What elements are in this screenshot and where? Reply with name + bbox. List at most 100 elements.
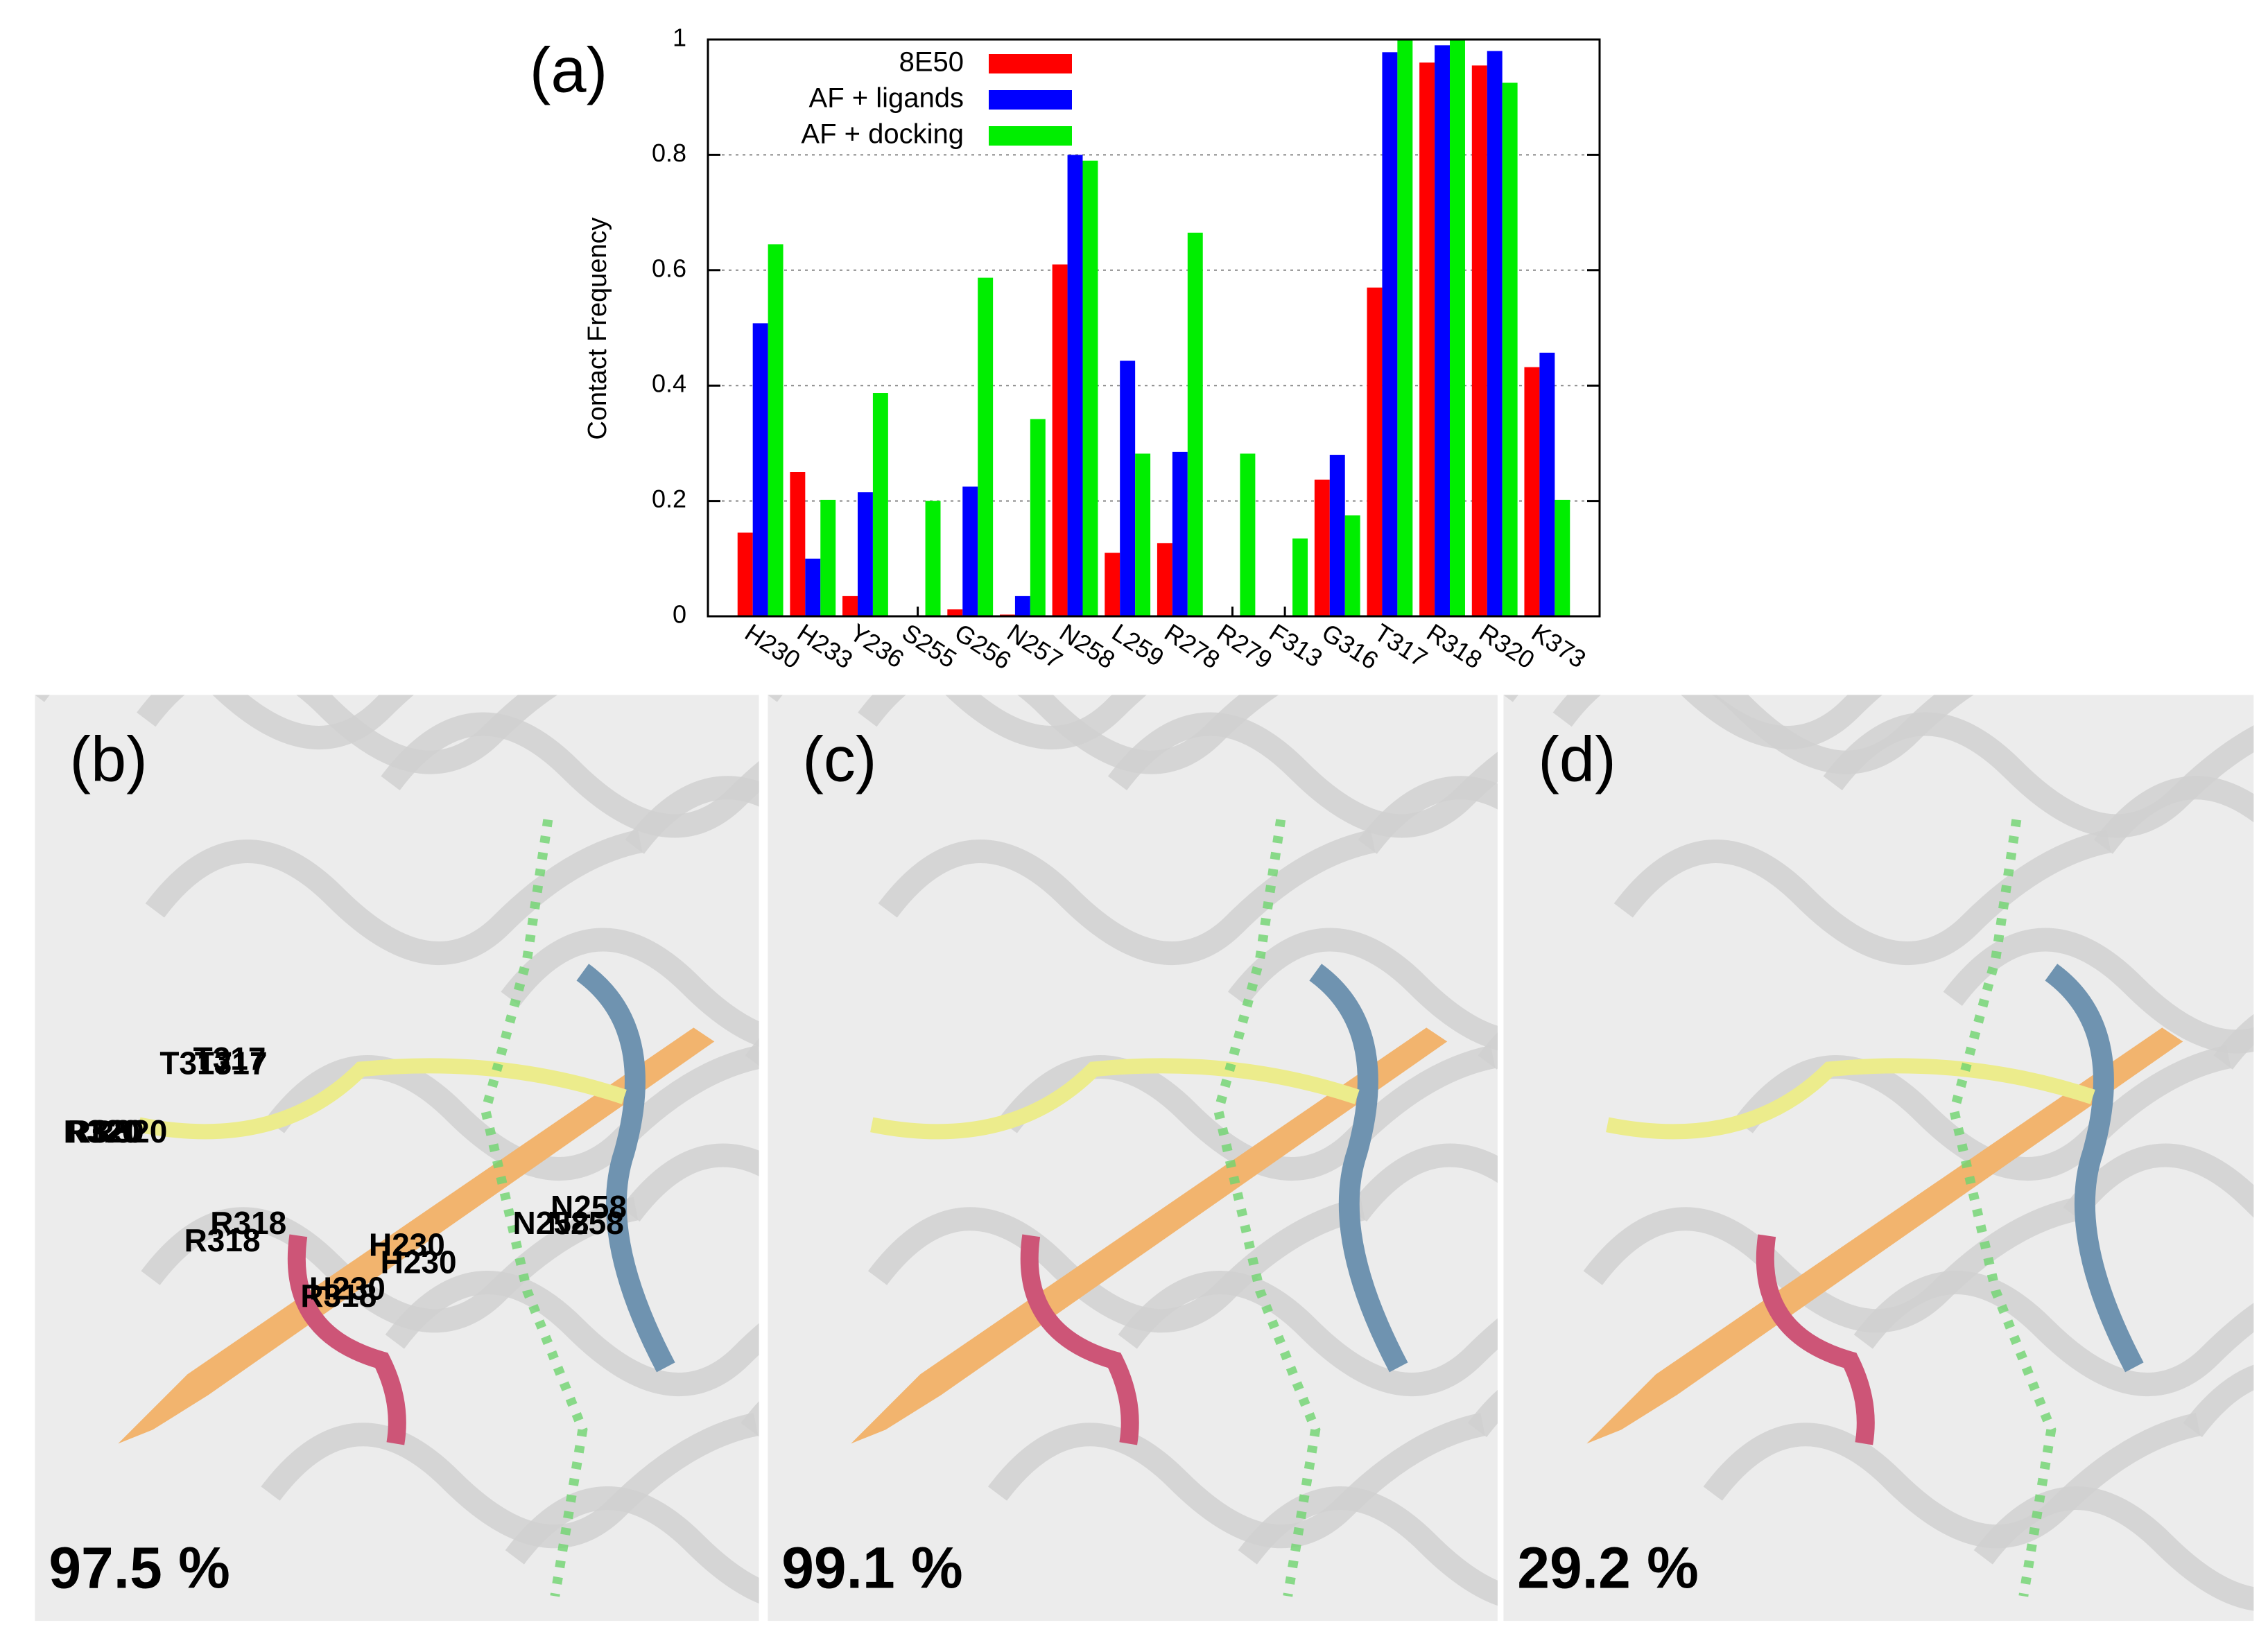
protein-ribbon	[1238, 1486, 1498, 1606]
residue-label: T317	[193, 1041, 266, 1077]
bar	[1450, 40, 1465, 616]
x-tick-label: R278	[1159, 618, 1225, 674]
beta-strand	[1586, 1027, 2183, 1444]
protein-ribbon	[261, 1412, 759, 1549]
bar	[1502, 82, 1518, 616]
bar	[1135, 453, 1151, 616]
bar	[1240, 453, 1256, 616]
bar	[1082, 160, 1098, 617]
x-tick-label: G256	[950, 618, 1016, 675]
protein-ribbon	[987, 1412, 1486, 1549]
protein-ribbon	[1358, 776, 1498, 854]
bar	[1382, 52, 1398, 616]
legend-label: 8E50	[899, 47, 964, 78]
residue-label: R320	[68, 1113, 144, 1149]
y-axis-label: Contact Frequency	[583, 217, 612, 440]
bar	[1539, 352, 1555, 616]
residue-label: H230	[369, 1226, 445, 1262]
protein-ribbon	[867, 1197, 1366, 1333]
bar	[1105, 553, 1120, 616]
y-tick-label: 0.8	[652, 139, 686, 167]
legend-swatch	[989, 126, 1072, 146]
protein-ribbon	[625, 776, 759, 854]
residue-label: N258	[551, 1189, 627, 1225]
bar	[842, 596, 858, 616]
bar	[1052, 264, 1068, 616]
protein-ribbon	[1552, 695, 1974, 774]
x-tick-label: S255	[897, 618, 962, 673]
bar	[737, 532, 753, 616]
percentage: 99.1 %	[781, 1535, 963, 1600]
residue-label: R318	[184, 1222, 261, 1258]
bar	[857, 492, 873, 616]
legend-label: AF + ligands	[809, 83, 964, 114]
bar	[1172, 451, 1188, 616]
x-tick-label: Y236	[845, 618, 909, 673]
protein-ribbon	[1118, 1271, 1498, 1396]
percentage: 29.2 %	[1517, 1535, 1699, 1600]
x-tick-label: F313	[1265, 618, 1328, 672]
bar	[1014, 596, 1030, 616]
protein-ribbon	[1347, 1143, 1498, 1222]
bar	[1367, 287, 1383, 616]
protein-ribbon	[878, 829, 1376, 965]
bar	[768, 244, 784, 616]
bar	[1524, 367, 1540, 616]
x-tick-label: R318	[1422, 618, 1488, 674]
panel-label: (d)	[1538, 724, 1616, 795]
bar	[1435, 45, 1451, 616]
structure-image	[35, 695, 759, 1622]
bar	[978, 277, 994, 616]
protein-ribbon	[141, 1197, 639, 1333]
y-tick-label: 0	[673, 600, 686, 629]
residue-label: H230	[309, 1270, 386, 1306]
protein-ribbon	[35, 695, 414, 749]
bar	[805, 558, 821, 616]
legend-label: AF + docking	[801, 119, 964, 150]
bar	[1344, 515, 1360, 616]
panel-label: (c)	[802, 724, 876, 795]
yellow-loop	[1606, 1058, 2095, 1140]
blue-strand	[1309, 964, 1408, 1373]
bar	[1187, 232, 1203, 617]
protein-ribbon	[1107, 712, 1498, 838]
protein-ribbon	[501, 928, 759, 1047]
ligand-chain	[1213, 819, 1321, 1597]
x-tick-label: L259	[1107, 618, 1170, 672]
yellow-loop	[137, 1058, 627, 1140]
x-tick-label: N257	[1002, 618, 1068, 674]
plot-frame	[707, 38, 1601, 618]
protein-ribbon	[385, 1271, 759, 1396]
protein-ribbon	[621, 1143, 759, 1222]
structure-image	[768, 695, 1498, 1622]
bar	[925, 501, 941, 616]
beta-strand	[118, 1027, 715, 1444]
protein-ribbon	[145, 829, 643, 965]
residue-label: R318	[210, 1205, 286, 1241]
pink-loop	[287, 1234, 406, 1445]
panel-label: (b)	[69, 724, 147, 795]
protein-ribbon	[1943, 928, 2254, 1054]
protein-ribbon	[2063, 1143, 2254, 1222]
bar	[1314, 479, 1330, 616]
legend-swatch	[989, 90, 1072, 110]
y-tick-label: 1	[673, 24, 686, 52]
bar	[820, 499, 836, 616]
percentage: 97.5 %	[49, 1535, 230, 1600]
x-tick-label: T317	[1369, 618, 1432, 672]
y-tick-label: 0.2	[652, 485, 686, 513]
bar	[962, 486, 978, 616]
residue-label: R318	[300, 1278, 376, 1314]
residue-label: N258	[548, 1205, 624, 1241]
x-tick-label: R279	[1212, 618, 1278, 674]
residue-label: T317	[159, 1045, 232, 1081]
bar	[1120, 360, 1136, 616]
bar	[1419, 62, 1435, 616]
protein-ribbon	[1613, 829, 2111, 965]
protein-ribbon	[858, 695, 1279, 774]
residue-label: N258	[512, 1205, 589, 1241]
bar	[752, 323, 768, 616]
